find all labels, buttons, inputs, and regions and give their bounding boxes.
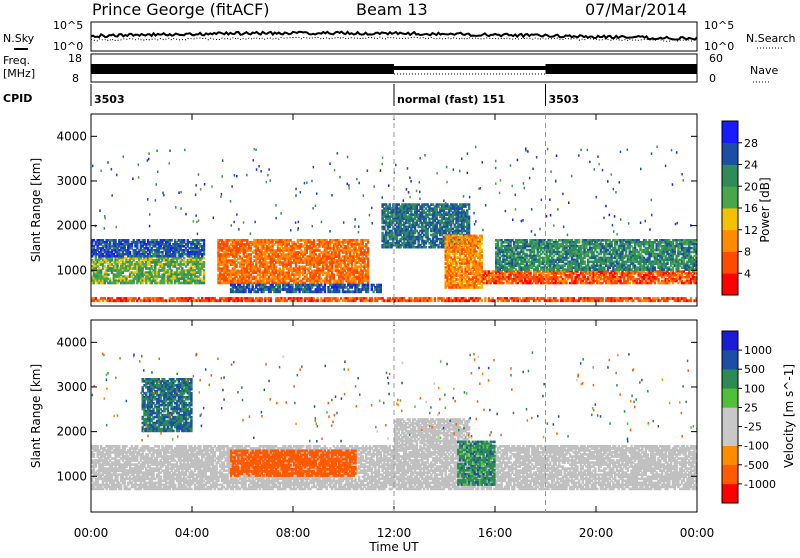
- station-title: Prince George (fitACF): [92, 0, 270, 19]
- echo-cell: [203, 253, 205, 256]
- echo-cell: [165, 299, 167, 302]
- echo-cell: [430, 299, 432, 302]
- nave-label: Nave: [750, 64, 778, 77]
- echo-cell: [481, 256, 483, 259]
- echo-cell: [434, 299, 436, 302]
- echo-cell: [481, 299, 483, 302]
- echo-cell: [484, 299, 486, 302]
- echo-cell: [170, 239, 172, 242]
- echo-cell: [690, 299, 692, 302]
- nsky-label: N.Sky: [3, 32, 35, 45]
- echo-cell: [244, 290, 246, 293]
- echo-cell: [367, 253, 369, 256]
- echo-cell: [298, 276, 300, 279]
- echo-cell: [502, 282, 504, 285]
- echo-cell: [324, 290, 326, 293]
- echo-cell: [338, 290, 340, 293]
- echo-cell: [414, 242, 416, 245]
- echo-cell: [203, 282, 205, 285]
- echo-cell: [481, 286, 483, 289]
- echo-cell: [481, 243, 483, 246]
- freq-unit-label: [MHz]: [3, 67, 35, 80]
- echo-cell: [306, 251, 308, 254]
- echo-cell: [174, 255, 176, 258]
- noise-right-tick-top: 10^5: [704, 19, 734, 32]
- freq-bar: [394, 66, 546, 70]
- echo-cell: [107, 273, 109, 276]
- date-title: 07/Mar/2014: [585, 0, 687, 19]
- cpid-label: CPID: [3, 92, 32, 105]
- echo-cell: [425, 246, 427, 249]
- noise-left-tick-top: 10^5: [53, 19, 83, 32]
- echo-cell: [170, 282, 172, 285]
- beam-title: Beam 13: [356, 0, 428, 19]
- freq-label: Freq.: [3, 54, 30, 67]
- nsearch-label: N.Search: [746, 32, 796, 45]
- echo-cell: [380, 290, 382, 293]
- echo-cell: [358, 284, 360, 287]
- echo-cell: [601, 299, 603, 302]
- nave-tick-bottom: 0: [709, 72, 716, 85]
- freq-bar: [546, 64, 698, 74]
- echo-cell: [481, 250, 483, 253]
- cpid-label-2: 3503: [549, 93, 580, 106]
- echo-cell: [468, 207, 470, 210]
- echo-cell: [270, 299, 272, 302]
- echo-cell: [235, 265, 237, 268]
- freq-tick-top: 18: [68, 52, 82, 65]
- echo-cell: [261, 299, 263, 302]
- cpid-label-0: 3503: [94, 93, 125, 106]
- echo-cell: [203, 265, 205, 268]
- echo-cell: [316, 299, 318, 302]
- echo-cell: [556, 299, 558, 302]
- echo-cell: [367, 290, 369, 293]
- echo-cell: [367, 241, 369, 244]
- freq-strip: [91, 54, 697, 82]
- echo-cell: [481, 239, 483, 242]
- cpid-segments: 3503 normal (fast) 151 3503: [91, 84, 579, 106]
- nave-tick-top: 60: [709, 52, 723, 65]
- freq-tick-bottom: 8: [72, 72, 79, 85]
- echo-cell: [199, 273, 201, 276]
- echo-cell: [371, 299, 373, 302]
- echo-cell: [300, 299, 302, 302]
- freq-bar: [91, 64, 394, 74]
- echo-cell: [133, 282, 135, 285]
- cpid-label-1: normal (fast) 151: [397, 93, 505, 106]
- noise-strip: [91, 22, 697, 51]
